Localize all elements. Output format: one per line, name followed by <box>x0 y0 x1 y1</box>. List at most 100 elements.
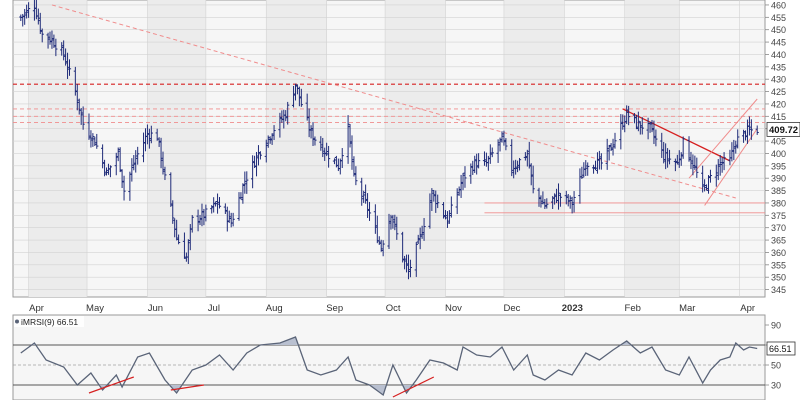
ohlc-bar <box>108 165 113 178</box>
ohlc-bar <box>395 216 399 240</box>
ohlc-bar <box>348 124 352 148</box>
ohlc-bar <box>734 140 738 154</box>
ohlc-bar <box>445 211 450 228</box>
ohlc-bar <box>81 106 85 130</box>
ohlc-bar <box>406 254 411 280</box>
ohlc-bar <box>681 136 685 159</box>
month-shade <box>28 0 88 297</box>
rsi-y-tick-label: 50 <box>771 361 781 371</box>
ohlc-bar <box>556 183 561 210</box>
ohlc-bar <box>597 150 602 170</box>
ohlc-bar <box>660 132 664 158</box>
ohlc-bar <box>297 86 301 107</box>
ohlc-bar <box>611 138 615 156</box>
ohlc-bar <box>266 135 270 148</box>
ohlc-bar <box>648 121 652 133</box>
x-tick-label: Apr <box>740 303 755 314</box>
ohlc-bar <box>640 117 644 135</box>
rsi-y-tick-label: 30 <box>771 381 781 391</box>
ohlc-bar <box>46 32 50 49</box>
ohlc-bar <box>420 225 424 239</box>
ohlc-bar <box>95 133 99 149</box>
y-tick-label: 375 <box>771 211 786 221</box>
ohlc-bar <box>496 139 500 163</box>
rsi-panel-background <box>12 314 766 401</box>
ohlc-bar <box>523 152 527 161</box>
ohlc-bar <box>716 159 720 181</box>
ohlc-bar <box>599 153 603 170</box>
ohlc-bar <box>391 214 395 229</box>
last-price-label: 409.72 <box>769 125 798 136</box>
divergence-line <box>88 376 134 394</box>
ohlc-bar <box>545 198 549 209</box>
x-tick-label: Oct <box>386 303 401 314</box>
x-tick-label: May <box>86 303 104 314</box>
ohlc-bar <box>350 135 354 170</box>
ohlc-bar <box>212 197 216 213</box>
y-tick-label: 425 <box>771 87 786 97</box>
ohlc-bar <box>607 144 611 161</box>
ohlc-bar <box>584 160 588 177</box>
y-tick-label: 385 <box>771 186 786 196</box>
ohlc-bar <box>38 12 42 34</box>
ohlc-bar <box>198 214 202 226</box>
y-tick-label: 390 <box>771 174 786 184</box>
ohlc-bar <box>136 146 140 165</box>
y-tick-label: 460 <box>771 0 786 10</box>
ohlc-bar <box>580 166 584 179</box>
month-shade <box>147 0 206 297</box>
ohlc-bar <box>145 124 150 145</box>
ohlc-bar <box>319 136 323 151</box>
rsi-divergence-lines <box>88 376 435 398</box>
ohlc-bar <box>299 88 303 107</box>
divergence-line <box>392 376 435 398</box>
ohlc-bar <box>243 171 247 194</box>
ohlc-bar <box>527 141 531 169</box>
ohlc-bar <box>414 242 418 277</box>
ohlc-bar <box>402 255 407 270</box>
ohlc-bar <box>327 145 331 168</box>
ohlc-bar <box>114 152 118 176</box>
ohlc-bar <box>258 151 263 160</box>
ohlc-bar <box>428 193 432 229</box>
ohlc-bar <box>693 155 697 170</box>
y-tick-label: 350 <box>771 273 786 283</box>
ohlc-bar <box>373 204 377 234</box>
ohlc-bar <box>67 59 72 76</box>
ohlc-bar <box>473 155 477 174</box>
ohlc-bar <box>130 158 134 182</box>
ohlc-bar <box>687 136 691 162</box>
ohlc-bar <box>490 147 494 158</box>
ohlc-bar <box>118 147 122 173</box>
ohlc-bar <box>430 188 434 211</box>
ohlc-bar <box>157 137 161 147</box>
ohlc-bar <box>732 139 736 161</box>
ohlc-bar <box>515 160 520 173</box>
ohlc-bar <box>239 192 243 200</box>
month-shade <box>624 0 680 297</box>
ohlc-bar <box>695 157 699 178</box>
ohlc-bar <box>141 132 146 163</box>
ohlc-bar <box>231 212 235 227</box>
ohlc-bar <box>566 193 570 207</box>
ohlc-bar <box>704 184 709 191</box>
ohlc-bar <box>62 40 66 61</box>
ohlc-bar <box>634 114 639 130</box>
ohlc-bar <box>190 215 194 233</box>
ohlc-bar <box>91 133 95 147</box>
y-tick-label: 430 <box>771 75 786 85</box>
ohlc-bar <box>241 183 245 204</box>
ohlc-bar <box>393 214 397 231</box>
ohlc-bar <box>619 114 623 150</box>
ohlc-bar <box>552 193 557 205</box>
y-tick-label: 360 <box>771 248 786 258</box>
ohlc-bar <box>73 66 77 96</box>
ohlc-bar <box>591 164 596 174</box>
ohlc-bar <box>321 137 325 158</box>
ohlc-bar <box>529 163 533 186</box>
ohlc-bar <box>747 116 752 136</box>
ohlc-bar <box>463 166 467 188</box>
ohlc-bar <box>482 151 487 166</box>
rsi-legend-swatch <box>15 319 19 324</box>
